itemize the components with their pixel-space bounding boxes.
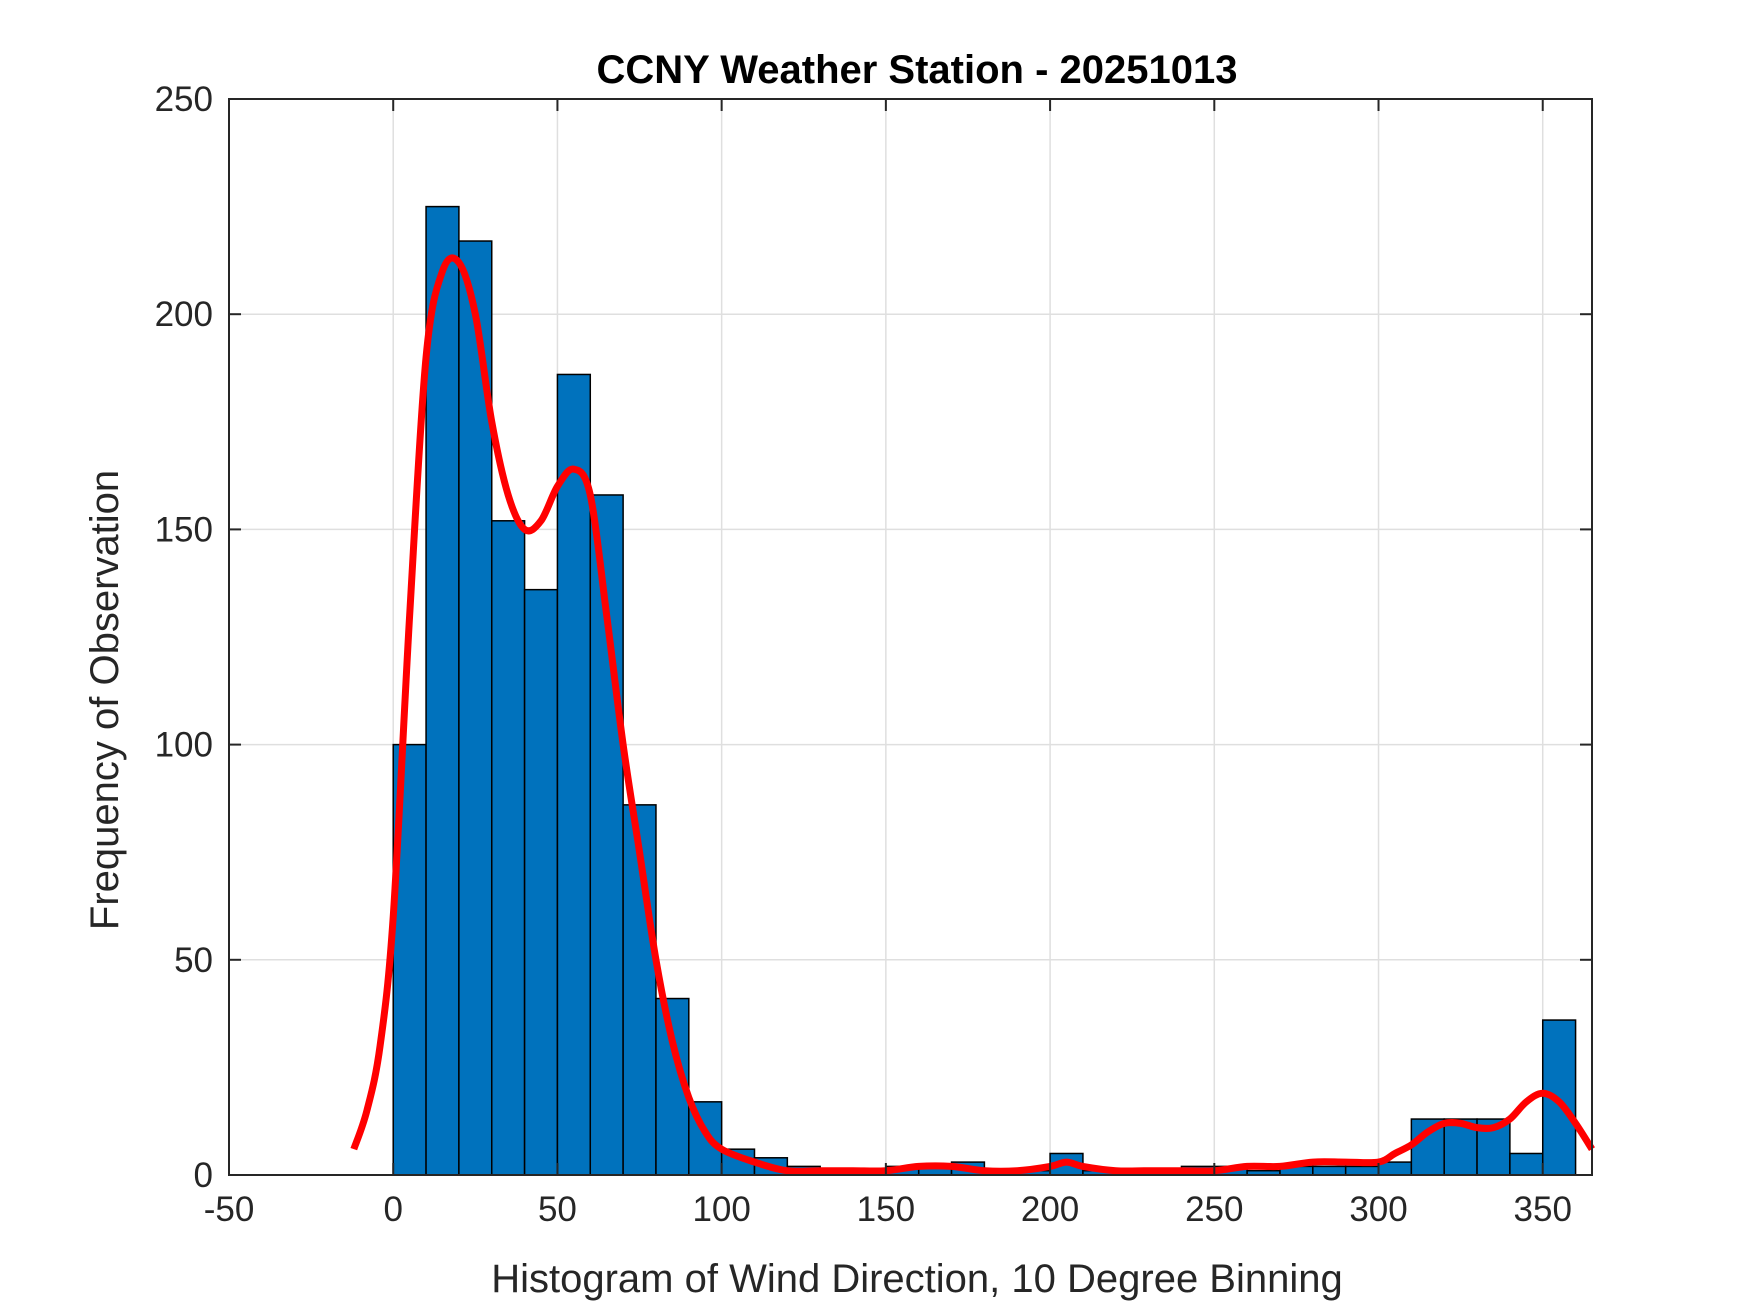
x-tick-label: 350 [1514,1190,1572,1229]
histogram-bar [490,520,526,1176]
density-curve [350,254,1595,1175]
x-tick-label: 100 [692,1190,750,1229]
x-tick-label: 50 [538,1190,577,1229]
y-tick-label: 250 [155,80,213,119]
y-tick-label: 150 [155,510,213,549]
plot-area-frame [228,98,1593,1176]
x-tick-label: 150 [857,1190,915,1229]
y-tick-label: 100 [155,726,213,765]
y-tick-label: 0 [194,1156,213,1195]
histogram-bar [1509,1152,1544,1176]
density-curve-layer [350,254,1595,1175]
x-axis-tick-labels: -50 0 50 100 150 200 250 300 350 [204,1190,1572,1229]
y-tick-label: 200 [155,295,213,334]
y-axis-tick-labels: 0 50 100 150 200 250 [155,80,213,1195]
histogram-bar [425,205,460,1176]
chart-title: CCNY Weather Station - 20251013 [597,48,1238,92]
axis-tick-marks [228,98,1592,1176]
x-axis-label: Histogram of Wind Direction, 10 Degree B… [491,1257,1343,1301]
x-tick-label: 0 [383,1190,402,1229]
histogram-bar [1344,1165,1380,1176]
histogram-bars [392,205,1577,1176]
histogram-bar [556,373,592,1176]
y-axis-label: Frequency of Observation [83,470,127,930]
y-tick-label: 50 [174,941,213,980]
x-tick-label: 200 [1021,1190,1079,1229]
x-tick-label: -50 [204,1190,255,1229]
x-tick-label: 250 [1185,1190,1243,1229]
histogram-bar [523,588,559,1176]
histogram-bar [1312,1165,1347,1176]
x-tick-label: 300 [1349,1190,1407,1229]
